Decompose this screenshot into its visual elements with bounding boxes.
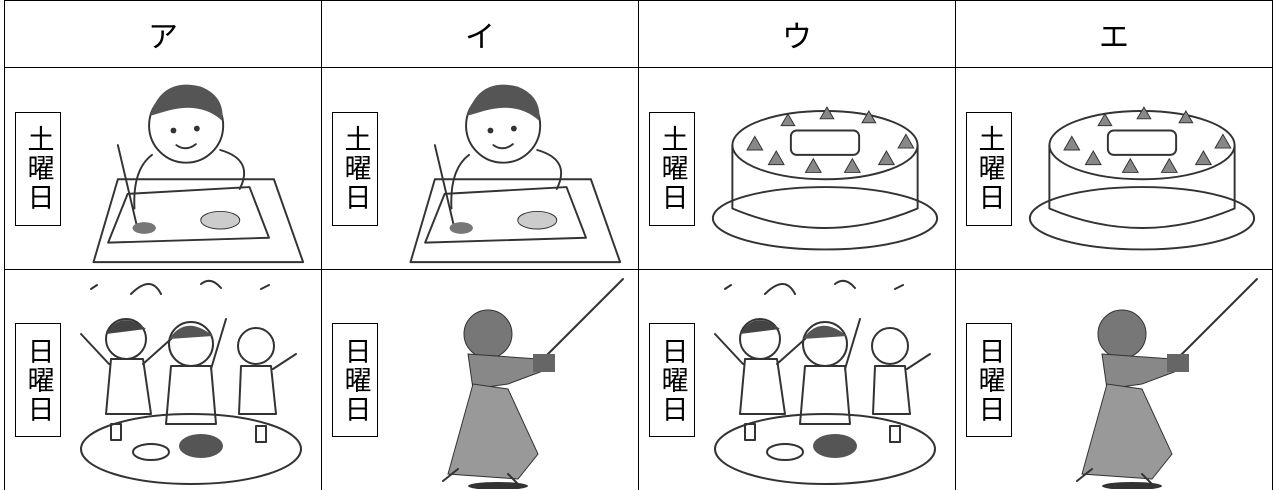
header-cell: イ	[322, 1, 639, 68]
kendo-illustration	[388, 274, 628, 489]
day-label: 土曜日	[332, 112, 378, 226]
party-illustration	[705, 274, 945, 489]
header-cell: エ	[956, 1, 1273, 68]
cell: 日曜日	[639, 270, 956, 490]
drawing-illustration	[388, 72, 628, 267]
cell: 日曜日	[956, 270, 1273, 490]
day-label: 日曜日	[966, 323, 1012, 437]
cake-illustration	[705, 72, 945, 267]
day-label: 日曜日	[332, 323, 378, 437]
day-text: 土曜日	[342, 125, 369, 212]
day-text: 土曜日	[976, 125, 1003, 212]
kendo-illustration	[1022, 274, 1262, 489]
day-label: 日曜日	[649, 323, 695, 437]
day-label: 土曜日	[649, 112, 695, 226]
comparison-table: ア イ ウ エ 土曜日 土曜日 土曜日 土曜日 日曜日 日曜日 日曜日 日曜日	[4, 0, 1273, 490]
party-illustration	[71, 274, 311, 489]
day-text: 土曜日	[25, 125, 52, 212]
day-text: 土曜日	[659, 125, 686, 212]
cell: 土曜日	[639, 68, 956, 270]
saturday-row: 土曜日 土曜日 土曜日 土曜日	[5, 68, 1273, 270]
day-text: 日曜日	[342, 337, 369, 424]
header-row: ア イ ウ エ	[5, 1, 1273, 68]
day-label: 土曜日	[15, 112, 61, 226]
cake-illustration	[1022, 72, 1262, 267]
header-cell: ウ	[639, 1, 956, 68]
cell: 土曜日	[322, 68, 639, 270]
sunday-row: 日曜日 日曜日 日曜日 日曜日	[5, 270, 1273, 490]
header-cell: ア	[5, 1, 322, 68]
day-text: 日曜日	[976, 337, 1003, 424]
cell: 土曜日	[956, 68, 1273, 270]
cell: 土曜日	[5, 68, 322, 270]
drawing-illustration	[71, 72, 311, 267]
day-text: 日曜日	[659, 337, 686, 424]
cell: 日曜日	[5, 270, 322, 490]
day-label: 日曜日	[15, 323, 61, 437]
cell: 日曜日	[322, 270, 639, 490]
day-text: 日曜日	[25, 337, 52, 424]
day-label: 土曜日	[966, 112, 1012, 226]
